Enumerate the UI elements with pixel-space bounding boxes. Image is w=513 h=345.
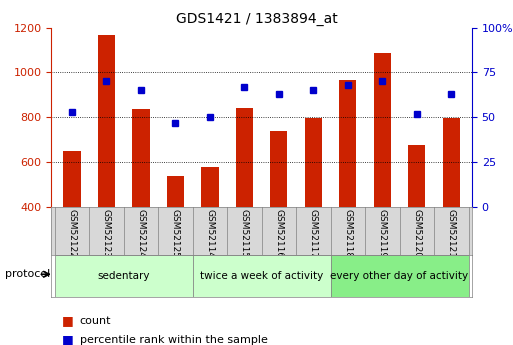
Bar bbox=[443, 118, 460, 207]
Text: GSM52117: GSM52117 bbox=[309, 209, 318, 258]
Bar bbox=[408, 145, 425, 207]
Bar bbox=[305, 118, 322, 207]
Bar bbox=[201, 167, 219, 207]
Bar bbox=[167, 176, 184, 207]
Text: twice a week of activity: twice a week of activity bbox=[200, 271, 323, 281]
Text: count: count bbox=[80, 316, 111, 326]
Bar bbox=[236, 108, 253, 207]
Text: protocol: protocol bbox=[5, 269, 50, 279]
Text: GSM52116: GSM52116 bbox=[274, 209, 283, 258]
Bar bbox=[132, 109, 150, 207]
Bar bbox=[270, 131, 287, 207]
Bar bbox=[193, 255, 330, 297]
Bar bbox=[373, 53, 391, 207]
Text: GDS1421 / 1383894_at: GDS1421 / 1383894_at bbox=[175, 12, 338, 26]
Text: GSM52121: GSM52121 bbox=[447, 209, 456, 258]
Text: GSM52114: GSM52114 bbox=[205, 209, 214, 258]
Text: GSM52119: GSM52119 bbox=[378, 209, 387, 258]
Text: ■: ■ bbox=[62, 333, 73, 345]
Text: GSM52124: GSM52124 bbox=[136, 209, 146, 258]
Text: GSM52122: GSM52122 bbox=[68, 209, 76, 258]
Text: GSM52125: GSM52125 bbox=[171, 209, 180, 258]
Text: every other day of activity: every other day of activity bbox=[330, 271, 468, 281]
Bar bbox=[98, 36, 115, 207]
Text: GSM52120: GSM52120 bbox=[412, 209, 421, 258]
Bar bbox=[55, 255, 193, 297]
Text: percentile rank within the sample: percentile rank within the sample bbox=[80, 335, 267, 345]
Bar bbox=[64, 151, 81, 207]
Text: GSM52118: GSM52118 bbox=[343, 209, 352, 258]
Text: GSM52123: GSM52123 bbox=[102, 209, 111, 258]
Text: ■: ■ bbox=[62, 314, 73, 327]
Text: GSM52115: GSM52115 bbox=[240, 209, 249, 258]
Bar bbox=[339, 80, 357, 207]
Bar bbox=[330, 255, 468, 297]
Text: sedentary: sedentary bbox=[97, 271, 150, 281]
